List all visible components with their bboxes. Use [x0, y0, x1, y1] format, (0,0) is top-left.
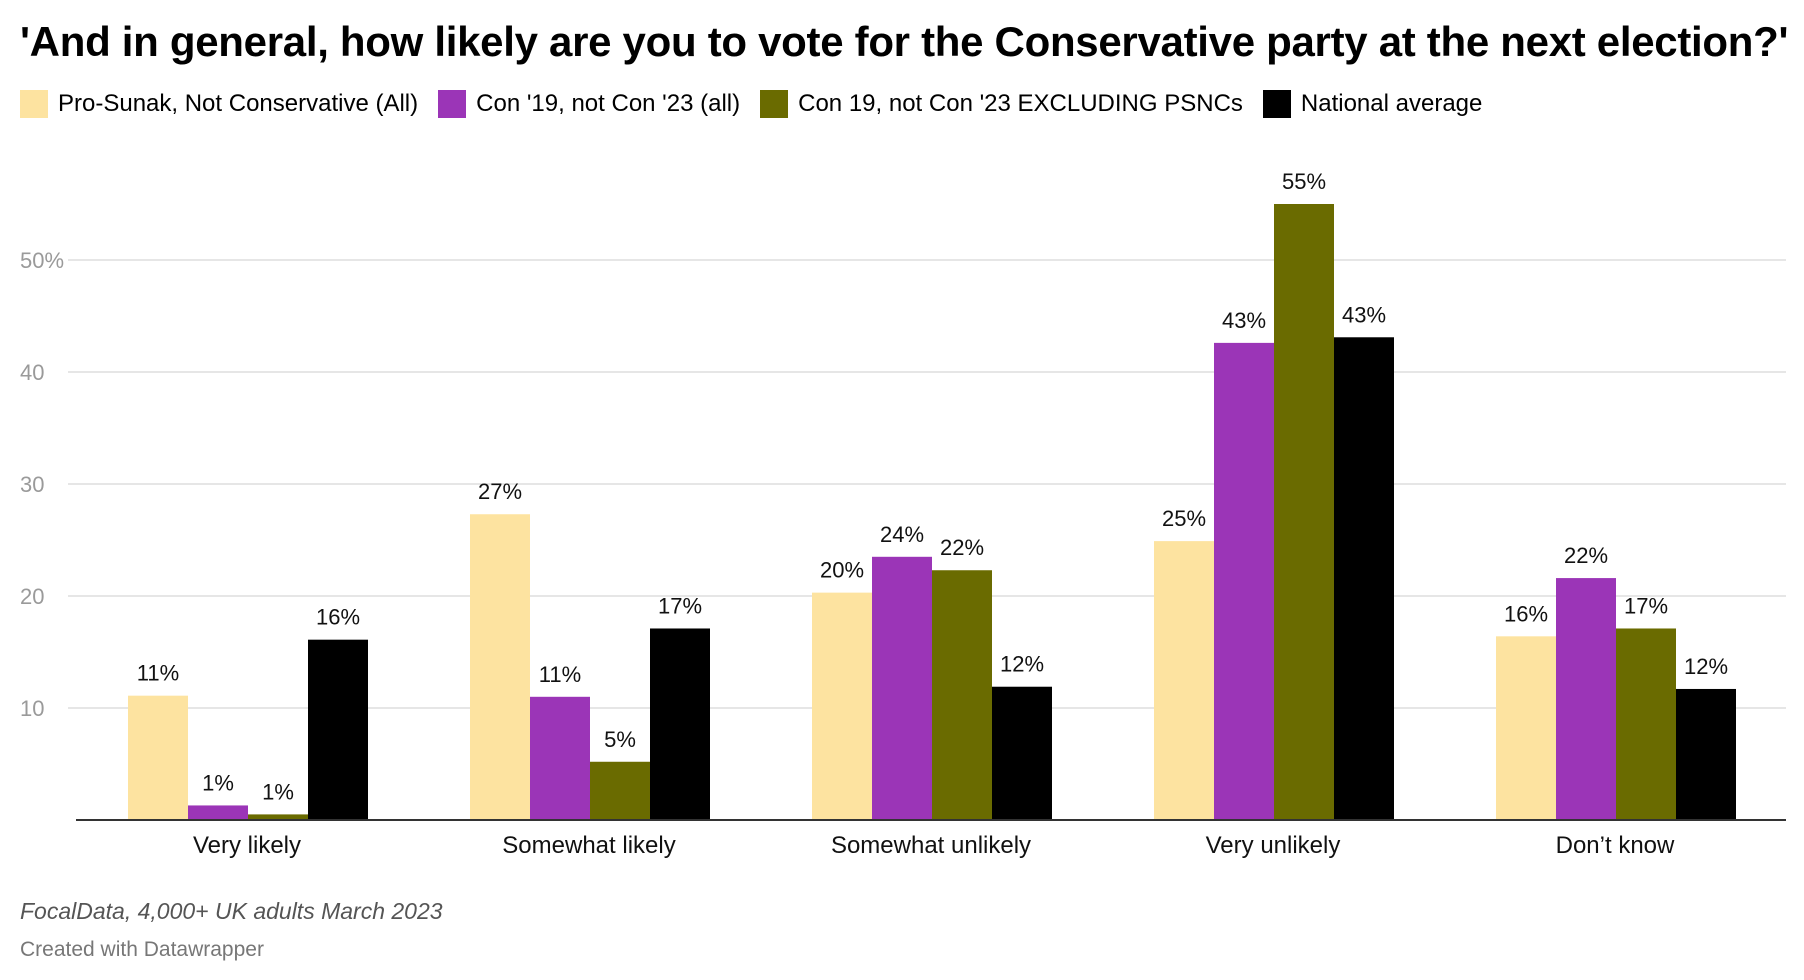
bar-chart: 10 20 30 40 50% 11% 1% 1% 16% Very likely 27% 11% 5%… — [20, 169, 1786, 859]
legend-swatch-con19-excl — [760, 90, 789, 118]
bar — [590, 761, 650, 820]
bar — [308, 639, 368, 820]
legend-label-con19-all: Con '19, not Con '23 (all) — [476, 90, 741, 117]
data-label: 25% — [1162, 506, 1206, 531]
bar — [812, 592, 872, 820]
credit-note: Created with Datawrapper — [20, 938, 264, 961]
bar — [470, 514, 530, 820]
data-label: 1% — [202, 770, 234, 795]
bar — [188, 805, 248, 820]
bar — [992, 686, 1052, 820]
bar — [530, 696, 590, 820]
bar — [1214, 342, 1274, 820]
y-tick-label: 10 — [20, 696, 44, 721]
data-label: 17% — [658, 593, 702, 618]
x-tick-label: Don’t know — [1556, 832, 1675, 859]
legend-label-national-average: National average — [1300, 90, 1483, 117]
legend-item-pro-sunak: Pro-Sunak, Not Conservative (All) — [20, 90, 418, 118]
data-label: 22% — [940, 535, 984, 560]
bar — [872, 556, 932, 820]
data-label: 1% — [262, 779, 294, 804]
bar — [128, 695, 188, 820]
bar — [1274, 204, 1334, 820]
bar — [1334, 337, 1394, 820]
source-note: FocalData, 4,000+ UK adults March 2023 — [20, 898, 443, 924]
legend-label-pro-sunak: Pro-Sunak, Not Conservative (All) — [58, 90, 419, 117]
bar — [1676, 688, 1736, 820]
legend-item-con19-all: Con '19, not Con '23 (all) — [438, 90, 740, 118]
data-label: 11% — [539, 662, 581, 687]
data-label: 5% — [604, 727, 636, 752]
x-tick-label: Very unlikely — [1206, 832, 1341, 859]
legend-label-con19-excl: Con 19, not Con '23 EXCLUDING PSNCs — [798, 90, 1243, 117]
legend-swatch-pro-sunak — [20, 90, 48, 118]
bar — [1616, 628, 1676, 820]
data-label: 43% — [1222, 308, 1266, 333]
x-tick-label: Somewhat unlikely — [831, 832, 1031, 859]
legend-swatch-national-average — [1262, 90, 1291, 118]
legend-item-national-average: National average — [1262, 90, 1483, 118]
data-label: 17% — [1624, 593, 1668, 618]
bar — [248, 814, 308, 820]
data-label: 27% — [478, 479, 522, 504]
data-label: 12% — [1684, 654, 1728, 679]
y-tick-label: 40 — [20, 360, 44, 385]
y-tick-label: 50% — [20, 248, 64, 273]
legend: Pro-Sunak, Not Conservative (All) Con '1… — [20, 90, 1482, 118]
y-tick-label: 20 — [20, 584, 44, 609]
y-tick-label: 30 — [20, 472, 44, 497]
data-label: 43% — [1342, 302, 1386, 327]
data-label: 16% — [316, 605, 360, 630]
chart-title: 'And in general, how likely are you to v… — [20, 18, 1789, 65]
data-label: 22% — [1564, 543, 1608, 568]
data-label: 24% — [880, 522, 924, 547]
data-label: 11% — [137, 661, 179, 686]
data-label: 12% — [1000, 652, 1044, 677]
legend-item-con19-excl: Con 19, not Con '23 EXCLUDING PSNCs — [760, 90, 1243, 118]
x-tick-label: Very likely — [193, 832, 301, 859]
bar — [1496, 636, 1556, 820]
bar — [932, 570, 992, 820]
data-label: 16% — [1504, 601, 1548, 626]
legend-swatch-con19-all — [438, 90, 467, 118]
bar — [1556, 578, 1616, 820]
x-tick-label: Somewhat likely — [502, 832, 675, 859]
data-label: 55% — [1282, 169, 1326, 194]
bar — [650, 628, 710, 820]
bar — [1154, 541, 1214, 820]
data-label: 20% — [820, 558, 864, 583]
